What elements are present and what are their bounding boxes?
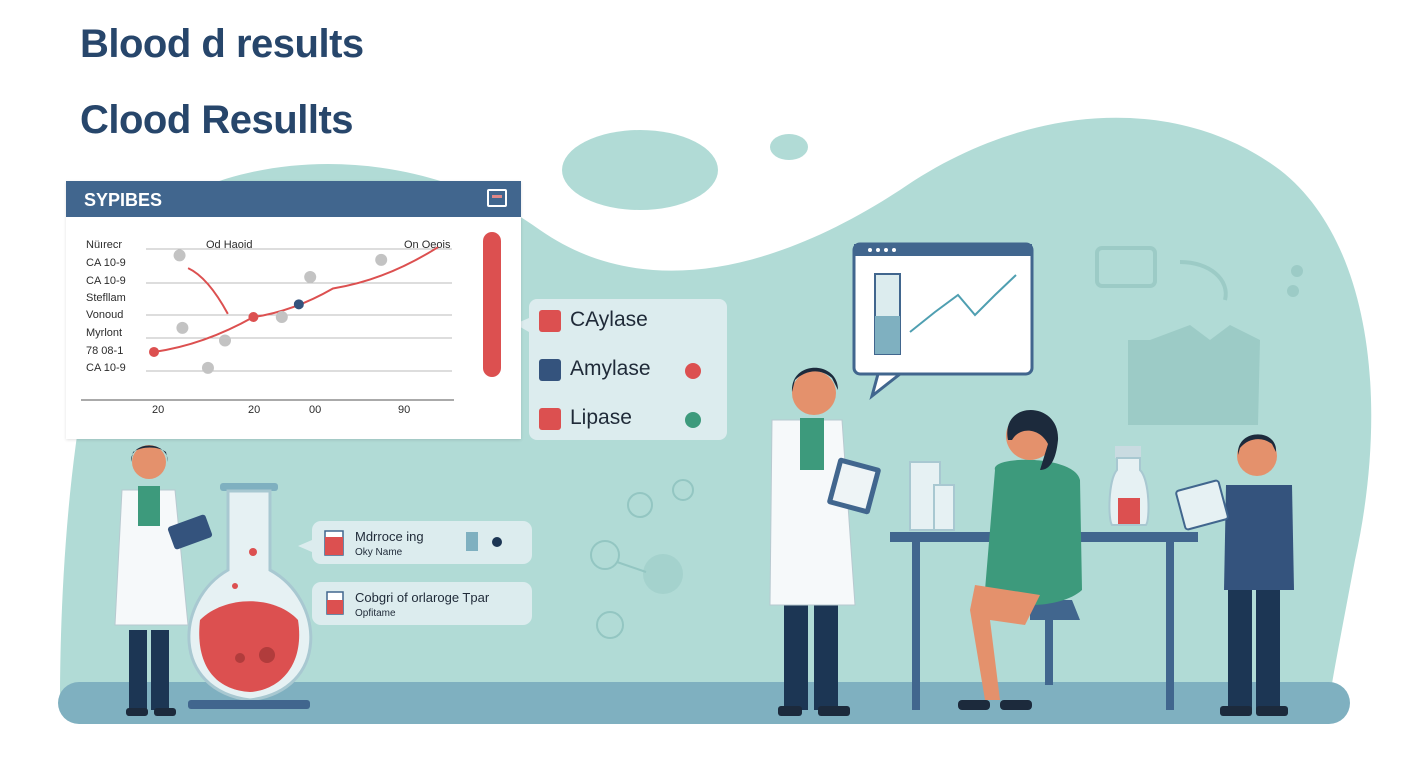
data-point [248, 312, 259, 323]
row-label: CA 10-9 [86, 257, 126, 269]
patient-figure [958, 410, 1082, 710]
legend-label: CAylase [570, 308, 648, 331]
page-subtitle: Clood Resullts [80, 98, 354, 142]
series-line [187, 267, 229, 315]
doctor-center-figure [769, 367, 881, 716]
row-label: Nüırecr [86, 239, 123, 251]
results-panel: SYPIBES Nüırecr CA 10-9 CA 10-9 Stefllam… [66, 181, 521, 439]
row-label: CA 10-9 [86, 275, 126, 287]
card-title: Mdrroce ing [355, 529, 424, 544]
card-pointer [298, 540, 312, 552]
floor [58, 682, 1350, 724]
page-title: Blood d results [80, 22, 364, 66]
lab-coat-icon [1128, 325, 1260, 425]
stethoscope-icon [1179, 260, 1303, 301]
data-point [293, 299, 304, 310]
scatter-point [173, 249, 186, 262]
scatter-point [375, 253, 388, 266]
data-point [149, 346, 159, 357]
scatter-point [219, 334, 231, 347]
doctor-left-figure [114, 445, 213, 716]
x-tick-label: 00 [309, 404, 322, 416]
legend-swatch [539, 408, 561, 430]
legend-card: CAylase Amylase Lipase [529, 299, 727, 440]
legend-item[interactable]: CAylase [539, 306, 719, 334]
row-label: Stefllam [86, 292, 126, 304]
card-subtitle: Opfitame [355, 608, 396, 619]
row-label: Myrlont [86, 327, 123, 339]
panel-title: SYPIBES [84, 190, 163, 210]
card-subtitle: Oky Name [355, 547, 403, 558]
legend-swatch [539, 359, 561, 381]
x-tick-label: 20 [152, 404, 165, 416]
level-bar [483, 232, 501, 377]
bubble-large [562, 130, 718, 210]
x-tick-label: 20 [248, 404, 261, 416]
scatter-point [275, 311, 288, 324]
chat-bubble-icon [1095, 246, 1157, 288]
legend-pointer [515, 318, 529, 332]
legend-dot [685, 363, 701, 379]
chart-grid [146, 248, 452, 372]
scatter-point [201, 361, 214, 374]
monitor-bubble [852, 242, 1034, 400]
card-title: Cobgri of orlaroge Tpar [355, 590, 490, 605]
test-tube-icon [326, 591, 344, 615]
row-label: CA 10-9 [86, 362, 126, 374]
row-label: Vonoud [86, 309, 124, 321]
info-card[interactable]: Cobgri of orlaroge Tpar Opfitame [312, 582, 532, 625]
report-icon[interactable] [487, 189, 507, 207]
legend-item[interactable]: Amylase [539, 355, 719, 383]
legend-dot [685, 412, 701, 428]
scatter-point [176, 321, 189, 334]
x-tick-label: 90 [398, 404, 411, 416]
scatter-point [304, 271, 317, 284]
panel-header: SYPIBES [66, 181, 521, 217]
row-label: 78 08-1 [86, 345, 124, 357]
legend-label: Lipase [570, 406, 632, 429]
legend-item[interactable]: Lipase [539, 404, 719, 432]
bubble-small [770, 134, 808, 160]
legend-label: Amylase [570, 357, 651, 380]
series-line [153, 246, 439, 353]
info-card[interactable]: Mdrroce ing Oky Name [312, 521, 532, 564]
column-label: On Oeois [404, 239, 451, 251]
legend-swatch [539, 310, 561, 332]
assistant-figure [1175, 434, 1294, 716]
molecule-icon [590, 479, 694, 639]
flask-illustration [187, 483, 313, 709]
column-label: Od Haoid [206, 239, 253, 251]
test-tube-icon [324, 530, 502, 556]
results-chart [81, 232, 501, 401]
